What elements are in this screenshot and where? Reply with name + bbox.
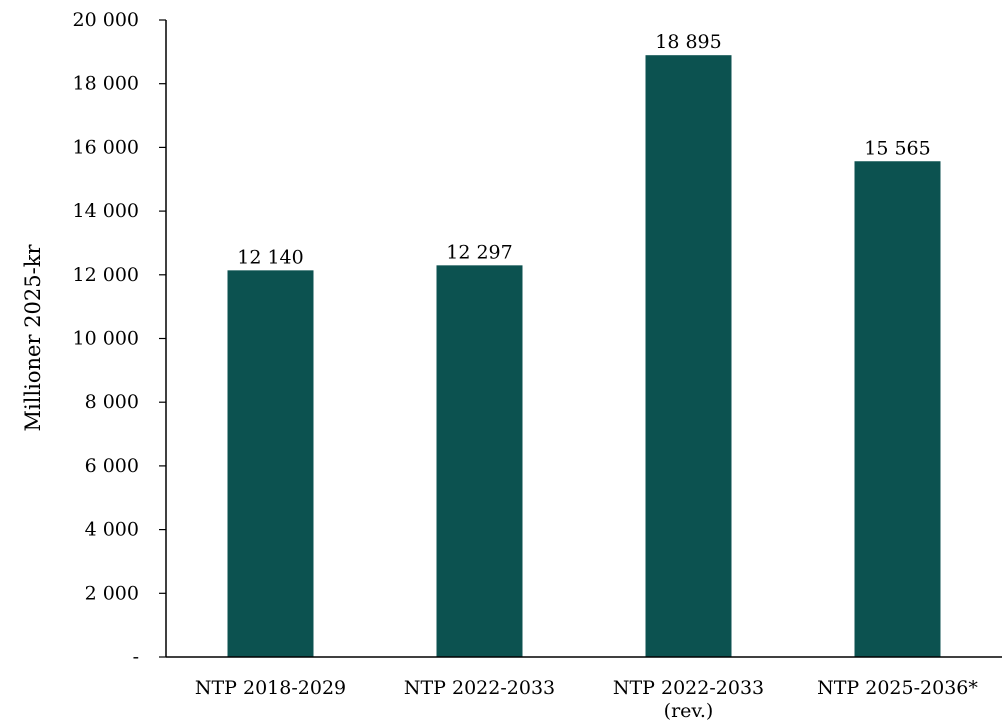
x-tick-label: NTP 2022-2033 (rev.)	[613, 677, 764, 722]
bar	[854, 161, 941, 657]
y-tick-label: 16 000	[73, 136, 139, 158]
y-tick-label: 2 000	[85, 582, 139, 604]
x-tick-label: NTP 2018-2029	[195, 677, 346, 699]
data-labels: 12 140 12 297 18 895 15 565	[237, 31, 930, 268]
y-tick-label: 14 000	[73, 200, 139, 222]
bar	[645, 55, 732, 657]
y-tick-label: 4 000	[85, 519, 139, 541]
data-label: 18 895	[655, 31, 721, 53]
bars	[227, 55, 941, 657]
y-tick-label: 6 000	[85, 455, 139, 477]
y-axis-ticks: - 2 000 4 000 6 000 8 000 10 000 12 000 14 000 1…	[73, 9, 166, 668]
y-axis-title: Millioner 2025-kr	[21, 244, 45, 432]
y-tick-label: 8 000	[85, 391, 139, 413]
y-tick-label: 12 000	[73, 264, 139, 286]
y-tick-label: -	[133, 646, 139, 668]
x-tick-label: NTP 2025-2036*	[817, 677, 978, 699]
data-label: 15 565	[864, 137, 930, 159]
data-label: 12 140	[237, 246, 303, 268]
y-tick-label: 20 000	[73, 9, 139, 31]
bar	[227, 270, 314, 657]
bar	[436, 265, 523, 657]
x-axis-labels: NTP 2018-2029 NTP 2022-2033 NTP 2022-2033(…	[195, 677, 978, 722]
y-tick-label: 10 000	[73, 328, 139, 350]
y-tick-label: 18 000	[73, 73, 139, 95]
x-tick-label: NTP 2022-2033	[404, 677, 555, 699]
data-label: 12 297	[446, 241, 512, 263]
